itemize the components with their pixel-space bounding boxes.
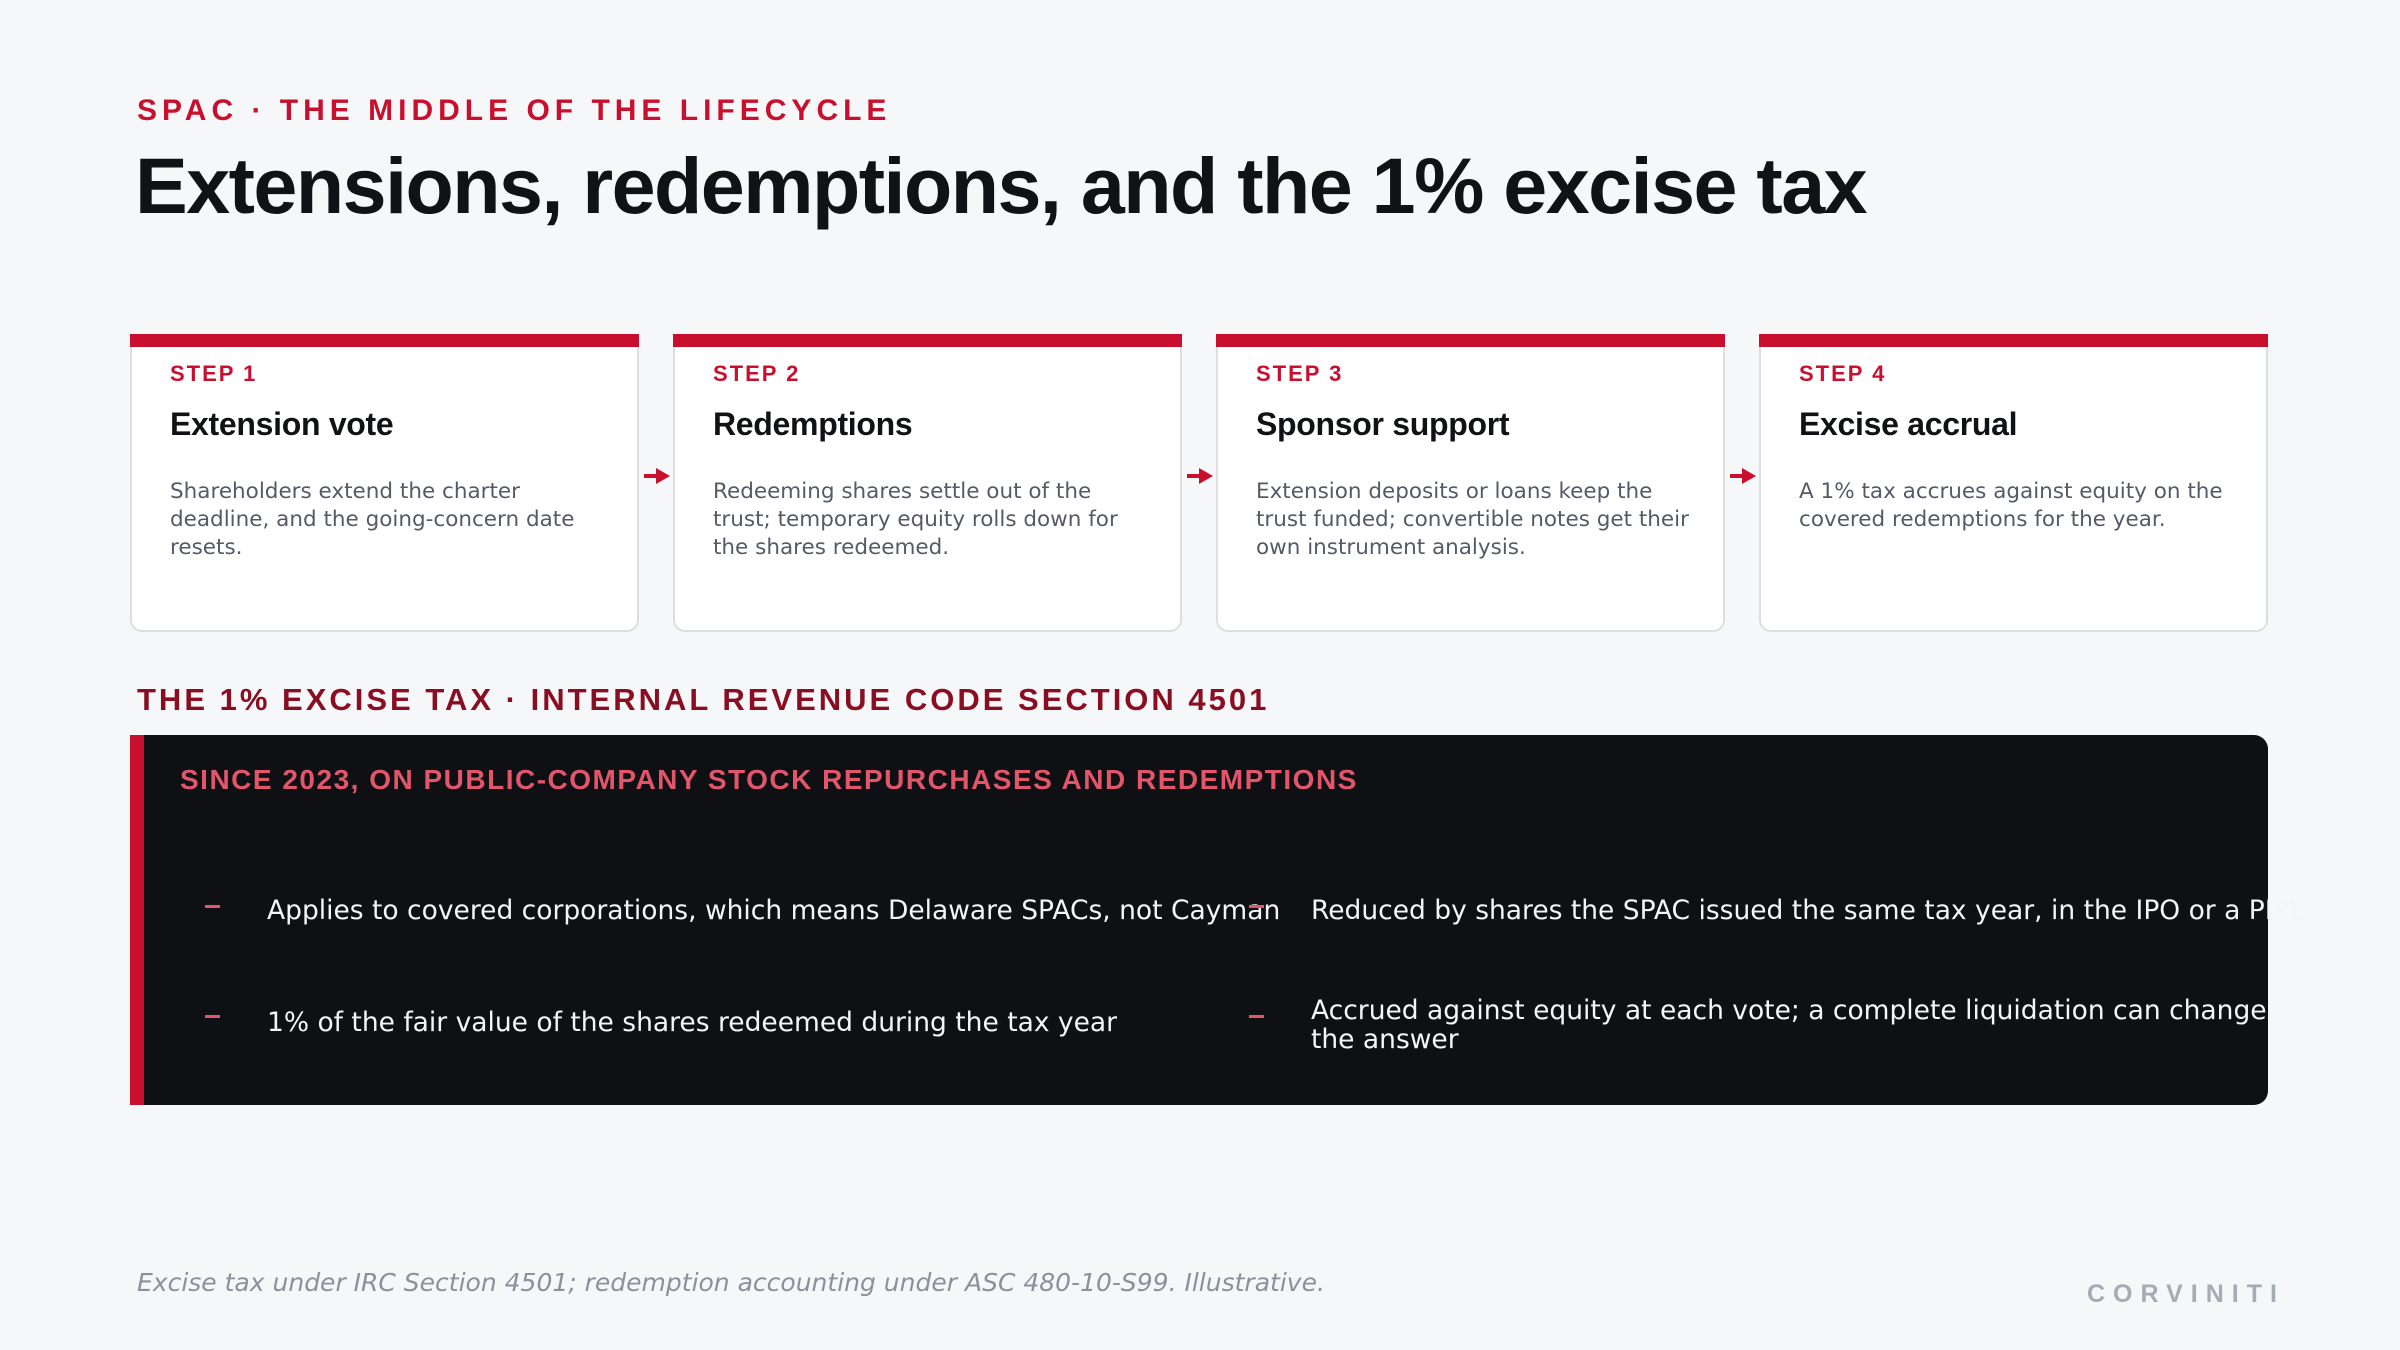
excise-bullet: Reduced by shares the SPAC issued the sa…	[1249, 890, 2305, 930]
arrow-right-icon	[1730, 468, 1756, 484]
step-description: A 1% tax accrues against equity on the c…	[1799, 479, 2223, 532]
excise-bullet: Accrued against equity at each vote; a c…	[1249, 990, 2267, 1060]
step-card-1: STEP 1 Extension vote Shareholders exten…	[130, 334, 639, 632]
step-description: Shareholders extend the charter deadline…	[170, 479, 575, 560]
step-card-3: STEP 3 Sponsor support Extension deposit…	[1216, 334, 1725, 632]
excise-bullet: Applies to covered corporations, which m…	[205, 890, 1280, 930]
step-accent-bar	[673, 334, 1182, 347]
step-title: Sponsor support	[1256, 406, 1510, 442]
step-number: STEP 4	[1799, 361, 1887, 386]
excise-bullet: 1% of the fair value of the shares redee…	[205, 1000, 1165, 1040]
page-title: Extensions, redemptions, and the 1% exci…	[135, 141, 1868, 230]
footnote: Excise tax under IRC Section 4501; redem…	[137, 1268, 1325, 1297]
dash-icon	[205, 1015, 220, 1018]
dash-icon	[1249, 905, 1264, 908]
brand-wordmark: CORVINITI	[2087, 1280, 2285, 1308]
step-description: Redeeming shares settle out of the trust…	[713, 479, 1118, 560]
excise-panel-label: SINCE 2023, ON PUBLIC-COMPANY STOCK REPU…	[180, 764, 1358, 795]
step-accent-bar	[1216, 334, 1725, 347]
eyebrow: SPAC · THE MIDDLE OF THE LIFECYCLE	[137, 94, 892, 127]
dash-icon	[1249, 1015, 1264, 1018]
step-number: STEP 2	[713, 361, 801, 386]
bullet-text: Applies to covered corporations, which m…	[267, 895, 1281, 926]
step-card-2: STEP 2 Redemptions Redeeming shares sett…	[673, 334, 1182, 632]
step-description: Extension deposits or loans keep the tru…	[1256, 479, 1689, 560]
bullet-text: Reduced by shares the SPAC issued the sa…	[1311, 895, 2306, 926]
step-title: Extension vote	[170, 406, 394, 442]
bullet-text: Accrued against equity at each vote; a c…	[1311, 995, 2267, 1055]
step-accent-bar	[1759, 334, 2268, 347]
arrow-right-icon	[1187, 468, 1213, 484]
step-title: Redemptions	[713, 406, 913, 442]
process-steps: STEP 1 Extension vote Shareholders exten…	[130, 334, 2268, 632]
excise-section-label: THE 1% EXCISE TAX · INTERNAL REVENUE COD…	[137, 682, 1270, 717]
dash-icon	[205, 905, 220, 908]
step-card-4: STEP 4 Excise accrual A 1% tax accrues a…	[1759, 334, 2268, 632]
arrow-right-icon	[644, 468, 670, 484]
step-number: STEP 1	[170, 361, 258, 386]
step-accent-bar	[130, 334, 639, 347]
excise-panel	[130, 735, 2268, 1105]
step-number: STEP 3	[1256, 361, 1344, 386]
bullet-text: 1% of the fair value of the shares redee…	[267, 1007, 1118, 1038]
step-title: Excise accrual	[1799, 406, 2018, 442]
